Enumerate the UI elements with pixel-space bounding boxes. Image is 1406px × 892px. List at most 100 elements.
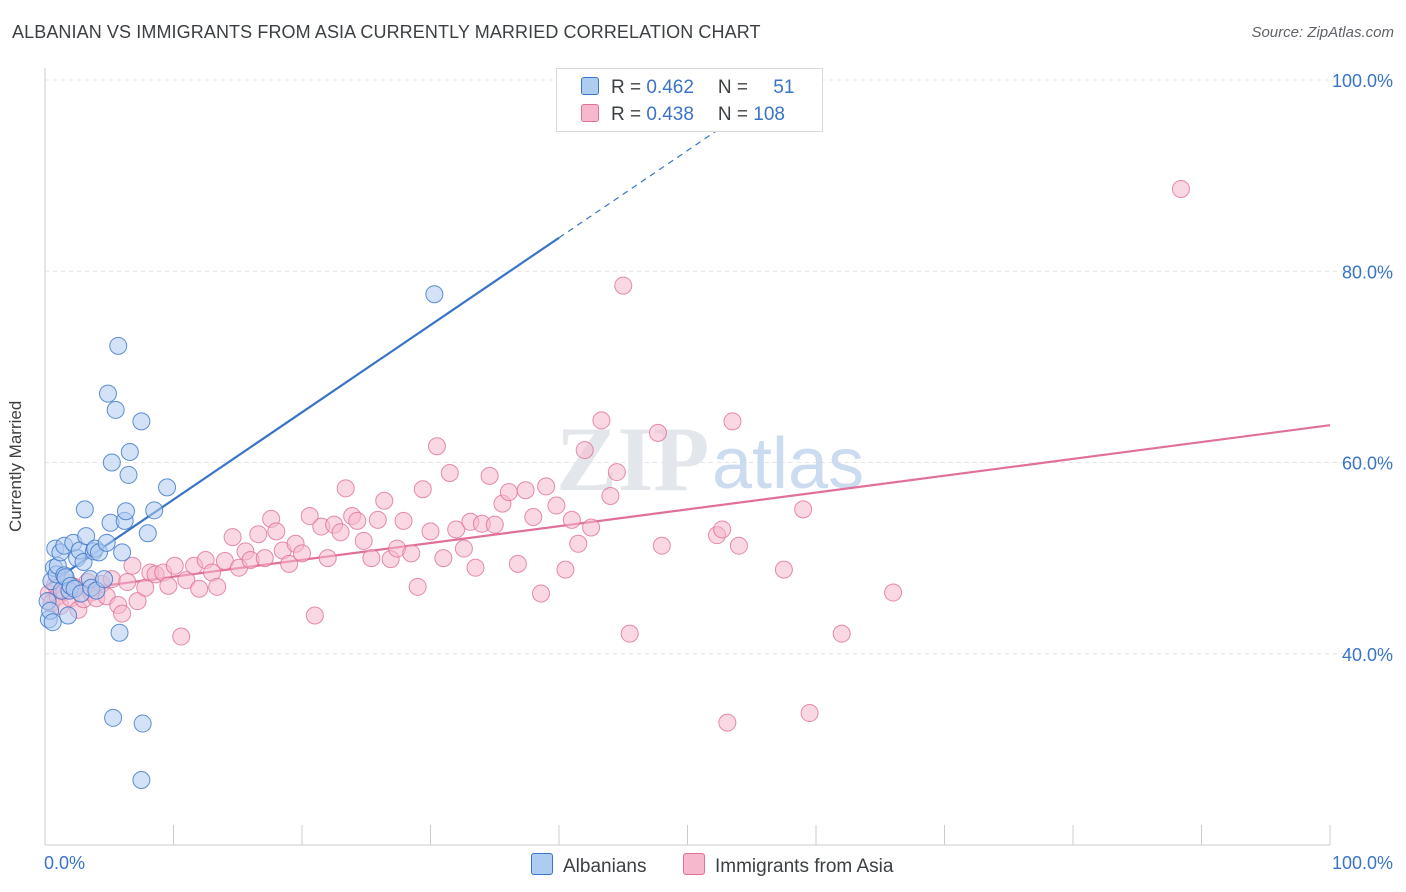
- asia-point: [300, 507, 319, 526]
- legend-n-label: N =: [717, 104, 754, 125]
- asia-point: [402, 544, 421, 563]
- asia-point: [569, 534, 588, 553]
- asia-point: [884, 583, 903, 602]
- albanian-point: [158, 478, 177, 497]
- legend-n-value: 108: [753, 104, 785, 125]
- asia-point: [774, 560, 793, 579]
- asia-point: [537, 477, 556, 496]
- asia-point: [413, 480, 432, 499]
- asia-point: [177, 571, 196, 590]
- asia-point: [394, 511, 413, 530]
- legend-swatch-pink: [581, 104, 599, 122]
- asia-point: [614, 276, 633, 295]
- source-label: Source: ZipAtlas.com: [1251, 24, 1394, 41]
- legend-label-albanians: Albanians: [563, 856, 647, 877]
- asia-point: [562, 510, 581, 529]
- legend-n-label: N =: [717, 77, 754, 98]
- asia-point: [499, 483, 518, 502]
- chart-title: ALBANIAN VS IMMIGRANTS FROM ASIA CURRENT…: [12, 22, 761, 42]
- asia-point: [648, 423, 667, 442]
- asia-point: [267, 522, 286, 541]
- albanian-point: [102, 453, 121, 472]
- legend-r-value: 0.438: [646, 104, 694, 125]
- tick-labels: 40.0% 60.0% 80.0% 100.0% 0.0% 100.0%: [44, 71, 1393, 873]
- asia-point: [440, 464, 459, 483]
- asia-point: [547, 496, 566, 515]
- asia-point: [480, 466, 499, 485]
- asia-point: [331, 523, 350, 542]
- albanian-point: [98, 384, 117, 403]
- asia-point: [375, 491, 394, 510]
- asia-point: [620, 624, 639, 643]
- y-axis-label: Currently Married: [6, 400, 25, 532]
- legend-item-asia: Immigrants from Asia: [683, 853, 893, 878]
- asia-point: [652, 536, 671, 555]
- asia-point: [601, 486, 620, 505]
- asia-point: [408, 577, 427, 596]
- asia-point: [575, 441, 594, 460]
- legend-swatch-blue: [581, 77, 599, 95]
- asia-point: [454, 539, 473, 558]
- asia-point: [368, 510, 387, 529]
- legend-swatch-blue: [531, 853, 553, 875]
- albanian-point: [133, 714, 152, 733]
- legend-r-value: 0.462: [646, 77, 694, 98]
- asia-point: [592, 411, 611, 430]
- asia-point: [318, 549, 337, 568]
- legend-row-albanians: R = 0.462 N = 51: [581, 77, 794, 99]
- asia-point: [427, 437, 446, 456]
- asia-point: [118, 573, 137, 592]
- albanian-point: [425, 285, 444, 304]
- asia-point: [794, 500, 813, 519]
- asia-point: [208, 577, 227, 596]
- asia-point: [305, 606, 324, 625]
- albanian-trend-line: [44, 236, 560, 588]
- asia-point: [723, 412, 742, 431]
- albanian-point: [119, 465, 138, 484]
- asia-point: [607, 463, 626, 482]
- asia-point: [165, 556, 184, 575]
- albanian-point: [77, 527, 96, 546]
- trend-lines: [44, 115, 1331, 595]
- correlation-legend: R = 0.462 N = 51 R = 0.438 N = 108: [556, 68, 823, 132]
- albanian-point: [138, 524, 157, 543]
- x-tick-label: 100.0%: [1332, 853, 1393, 873]
- asia-point: [1171, 180, 1190, 199]
- albanian-point: [95, 570, 114, 589]
- asia-point: [800, 704, 819, 723]
- asia-point: [556, 560, 575, 579]
- asia-point: [159, 576, 178, 595]
- legend-item-albanians: Albanians: [531, 853, 646, 878]
- asia-point: [348, 511, 367, 530]
- asia-point: [128, 592, 147, 611]
- y-tick-label: 80.0%: [1342, 262, 1393, 282]
- asia-point: [223, 528, 242, 547]
- asia-point: [280, 554, 299, 573]
- asia-point: [713, 520, 732, 539]
- albanian-point: [145, 501, 164, 520]
- legend-row-asia: R = 0.438 N = 108: [581, 104, 785, 126]
- series-legend: Albanians Immigrants from Asia: [0, 850, 1406, 880]
- asia-point: [434, 549, 453, 568]
- albanian-point: [113, 543, 132, 562]
- asia-point: [421, 522, 440, 541]
- albanian-point: [97, 533, 116, 552]
- albanian-trend-extension: [558, 115, 740, 239]
- asia-point: [190, 579, 209, 598]
- y-tick-label: 100.0%: [1332, 71, 1393, 91]
- asia-point: [354, 531, 373, 550]
- albanian-point: [59, 606, 78, 625]
- albanian-point: [109, 336, 128, 355]
- legend-r-label: R =: [611, 104, 647, 125]
- asia-trend-line: [44, 424, 1331, 595]
- asia-point: [508, 554, 527, 573]
- x-tick-label: 0.0%: [44, 853, 85, 873]
- asia-point: [255, 549, 274, 568]
- legend-r-label: R =: [611, 77, 647, 98]
- legend-n-value: 51: [773, 77, 795, 98]
- asia-point: [113, 604, 132, 623]
- asia-point: [123, 556, 142, 575]
- asia-point: [172, 627, 191, 646]
- asia-point: [832, 624, 851, 643]
